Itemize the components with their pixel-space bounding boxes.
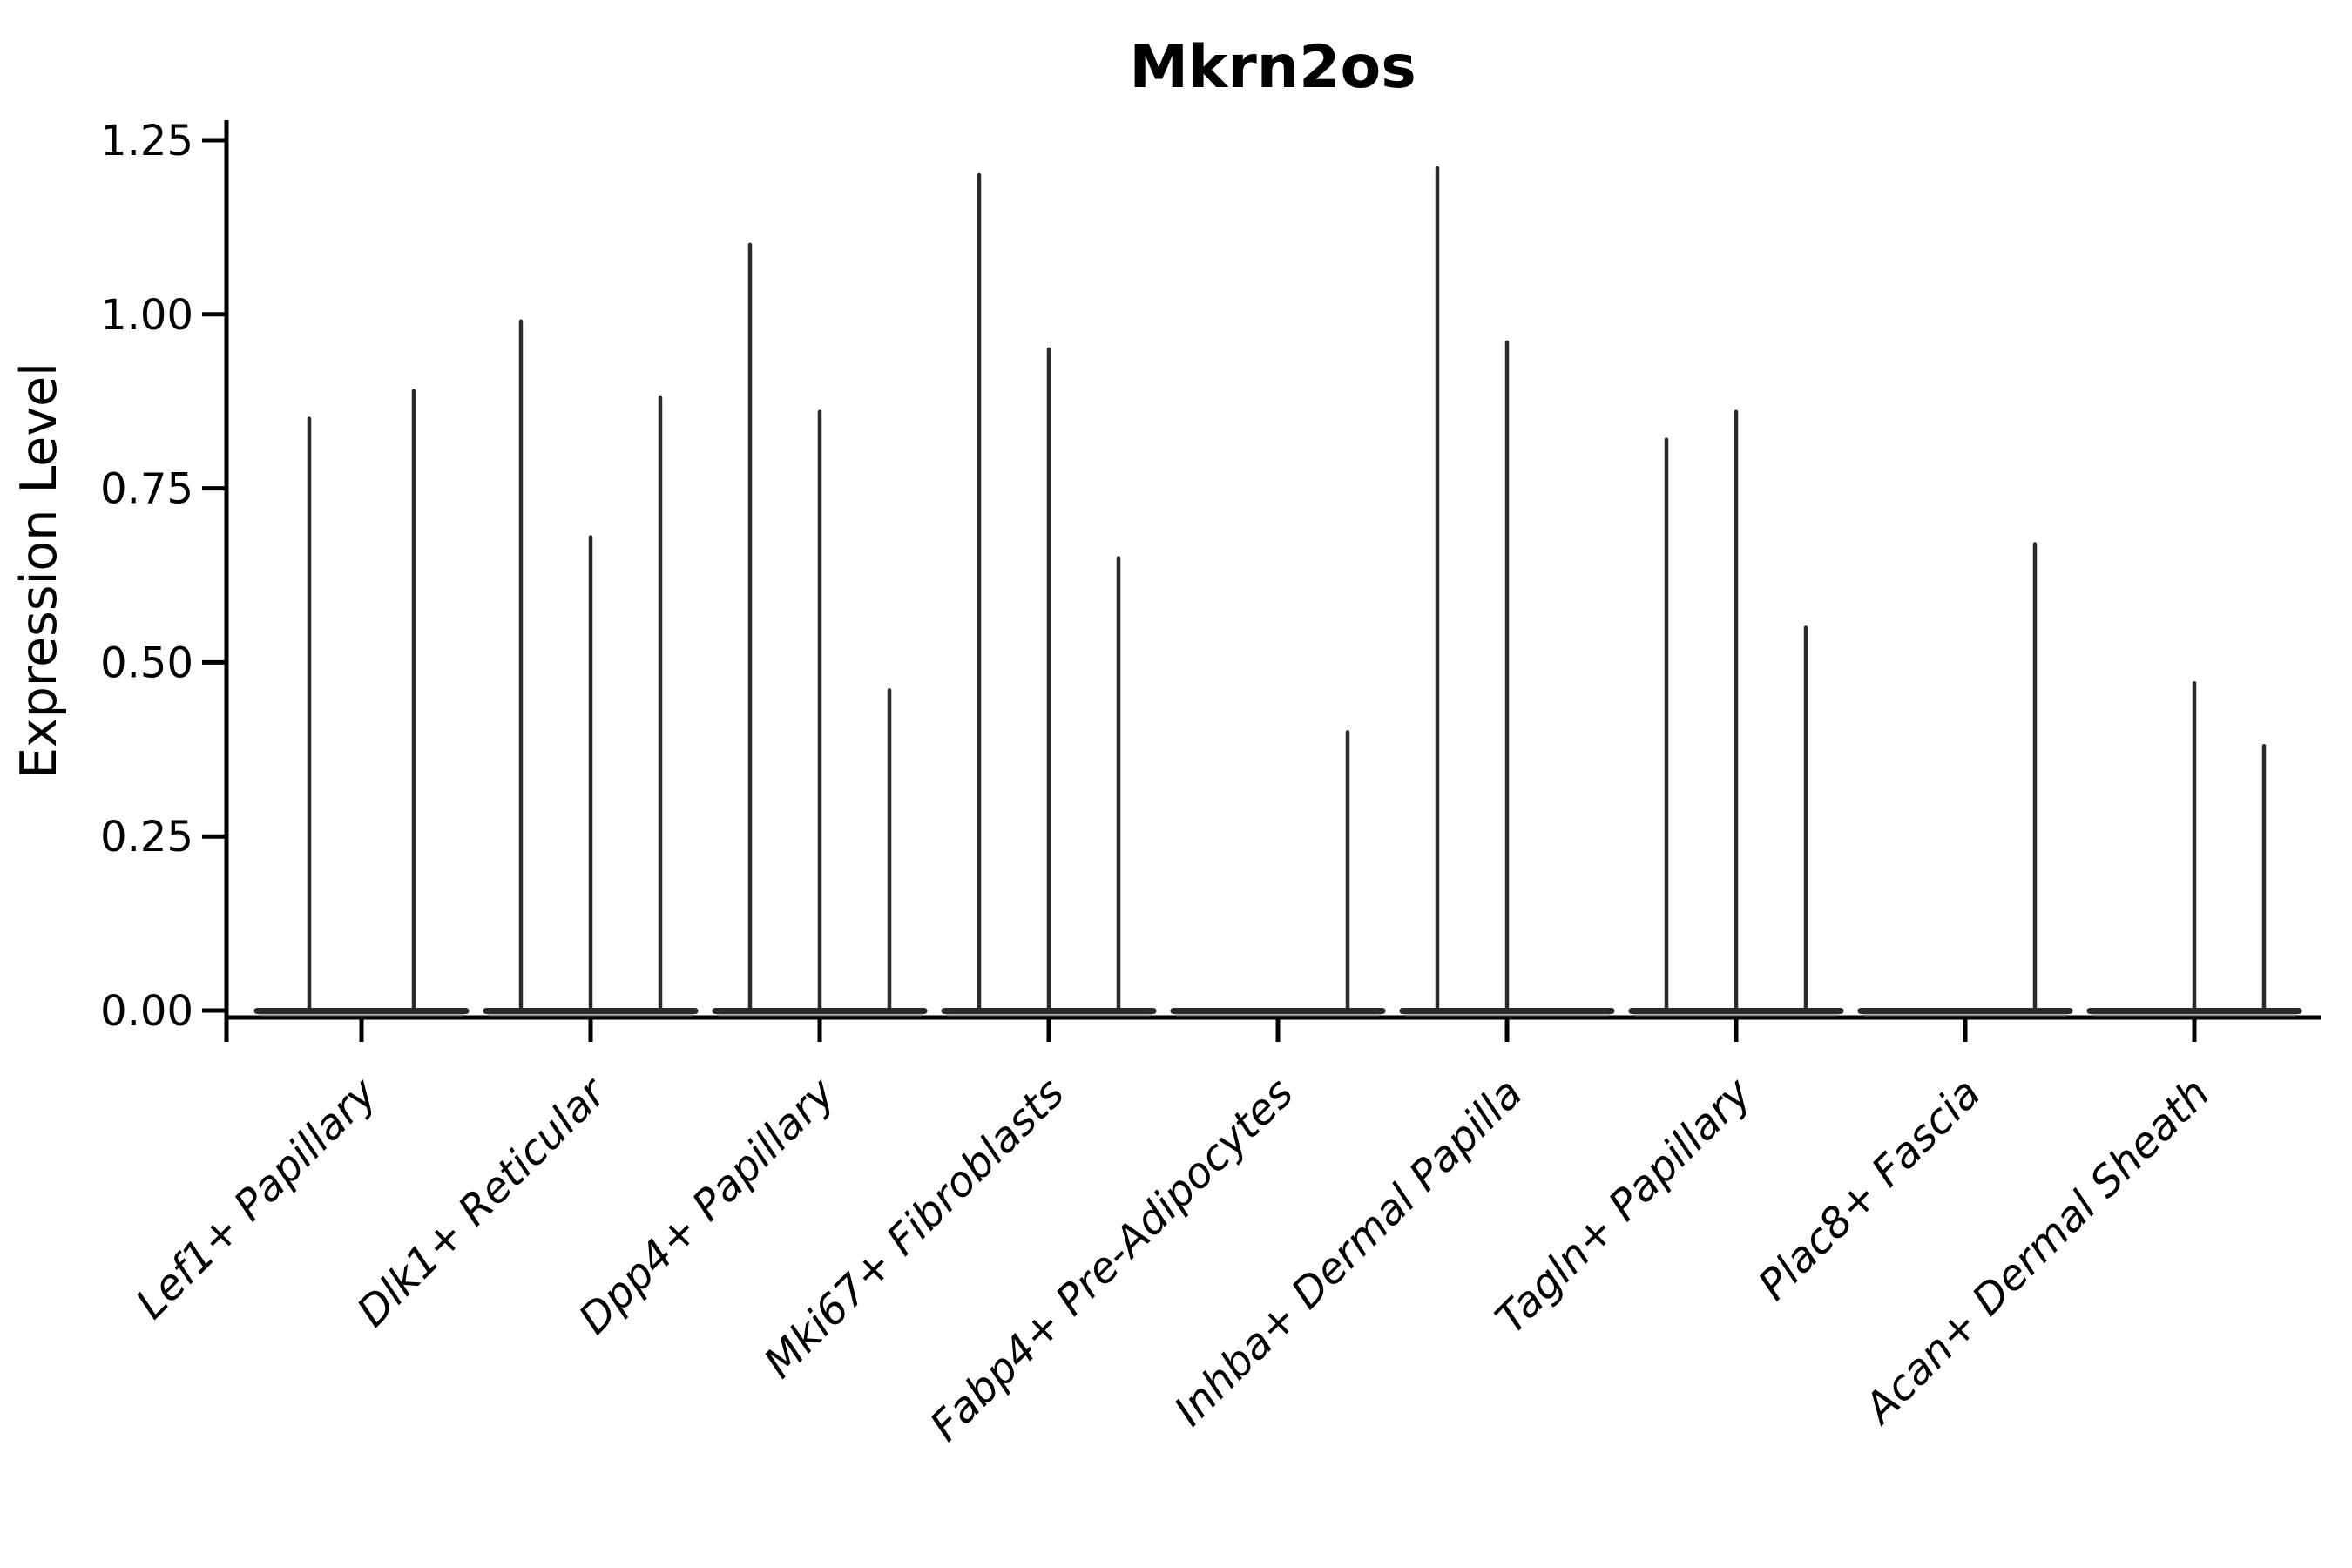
y-tick-label: 0.75 [100, 465, 193, 514]
x-tick-label: Lef1+ Papillary [126, 1068, 387, 1328]
x-tick-label: Plac8+ Fascia [1749, 1069, 1990, 1310]
y-tick-label: 0.50 [100, 639, 193, 687]
y-tick-label: 1.00 [100, 291, 193, 340]
y-tick-label: 1.25 [100, 117, 193, 166]
y-axis-title: Expression Level [10, 362, 68, 779]
y-tick-label: 0.25 [100, 813, 193, 862]
chart-title: Mkrn2os [1129, 33, 1416, 102]
y-tick-label: 0.00 [100, 987, 193, 1036]
x-tick-label: Dlk1+ Reticular [348, 1067, 618, 1337]
x-tick-label: Tagln+ Papillary [1486, 1068, 1761, 1343]
x-tick-label: Dpp4+ Papillary [570, 1068, 845, 1343]
x-tick-label: Fabp4+ Pre-Adipocytes [921, 1069, 1303, 1451]
